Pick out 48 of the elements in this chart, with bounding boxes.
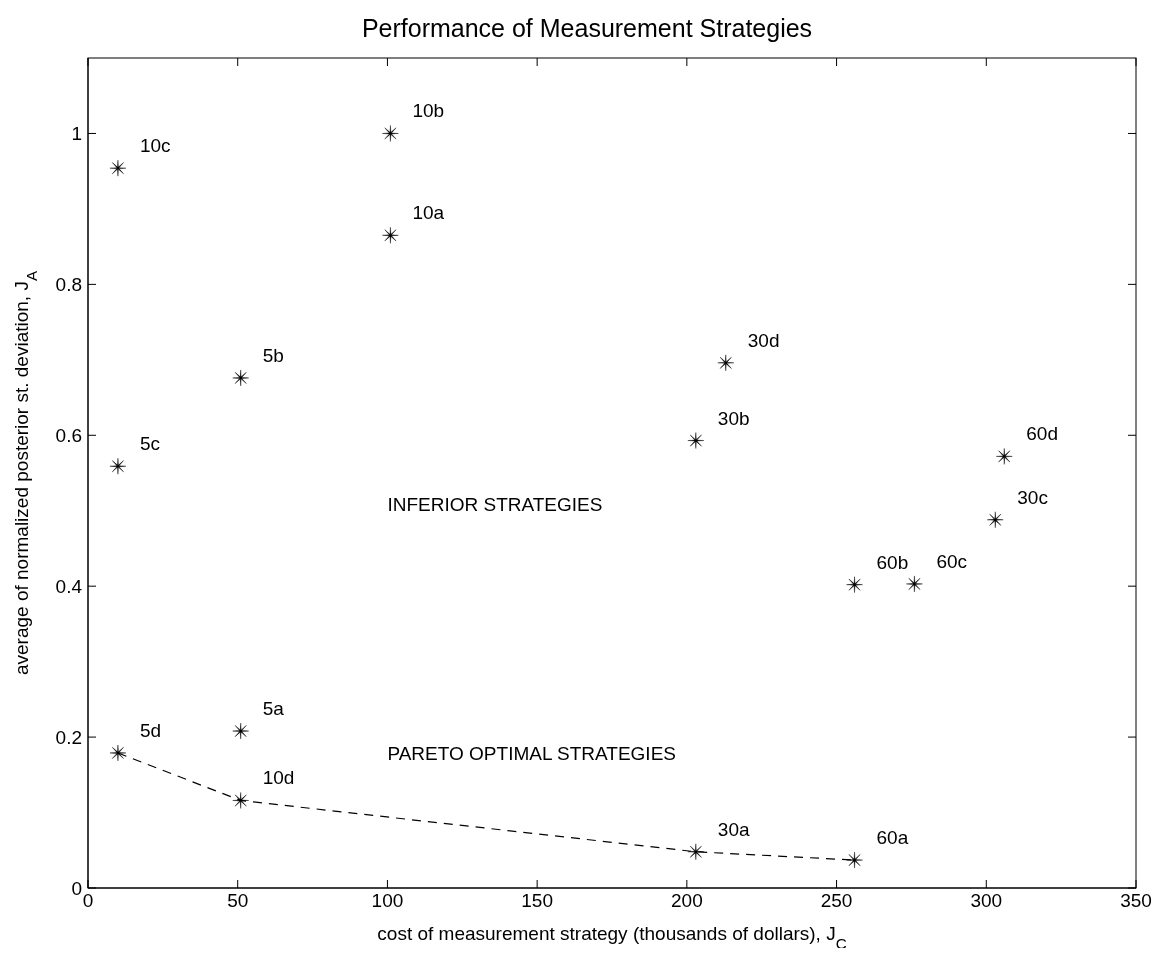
annotation: PARETO OPTIMAL STRATEGIES	[387, 742, 677, 764]
x-axis-title: cost of measurement strategy (thousands of dollars), J$_{C}$	[377, 923, 847, 952]
x-tick-label: 300	[970, 890, 1003, 912]
annotation: 10b	[412, 100, 445, 122]
y-tick-label: 0.2	[55, 726, 82, 748]
annotation: 30d	[747, 329, 780, 351]
y-tick-label: 0.8	[55, 274, 82, 296]
point	[996, 448, 1013, 465]
point	[232, 722, 249, 740]
point	[717, 354, 734, 372]
point	[687, 432, 705, 449]
annotation: 10d	[262, 767, 295, 789]
annotation: 5d	[139, 719, 162, 741]
point	[987, 511, 1004, 528]
annotation: 10a	[412, 202, 445, 224]
annotation: 60b	[876, 551, 909, 573]
x-tick-label: 250	[820, 890, 853, 912]
point	[232, 369, 249, 387]
point	[906, 575, 923, 593]
x-tick-label: 50	[227, 890, 249, 912]
annotation: 60a	[876, 827, 909, 849]
y-tick-label: 0.4	[55, 575, 83, 597]
y-tick-label: 1	[71, 123, 82, 145]
point	[232, 792, 249, 809]
annotation: 10c	[139, 135, 171, 157]
point	[109, 458, 127, 475]
annotation: 30c	[1017, 486, 1048, 508]
annotation: 30a	[717, 818, 750, 840]
point	[846, 576, 863, 593]
y-tick-label: 0.6	[55, 425, 82, 447]
annotation: INFERIOR STRATEGIES	[387, 493, 603, 515]
x-tick-label: 100	[371, 890, 404, 912]
chart-title: Performance of Measurement Strategies	[360, 13, 814, 44]
point	[382, 227, 399, 244]
point	[109, 744, 127, 762]
annotation: 5c	[139, 433, 161, 455]
point	[687, 843, 705, 860]
annotation: 5b	[262, 344, 284, 366]
annotation: 60d	[1026, 423, 1058, 445]
x-tick-label: 350	[1120, 890, 1152, 912]
annotation: 5a	[262, 698, 285, 720]
point	[382, 125, 399, 142]
point	[109, 159, 127, 177]
x-tick-label: 150	[521, 890, 553, 912]
annotation: 30b	[717, 407, 750, 429]
point	[846, 851, 863, 869]
annotation: 60c	[936, 550, 968, 572]
x-tick-label: 200	[671, 890, 703, 912]
